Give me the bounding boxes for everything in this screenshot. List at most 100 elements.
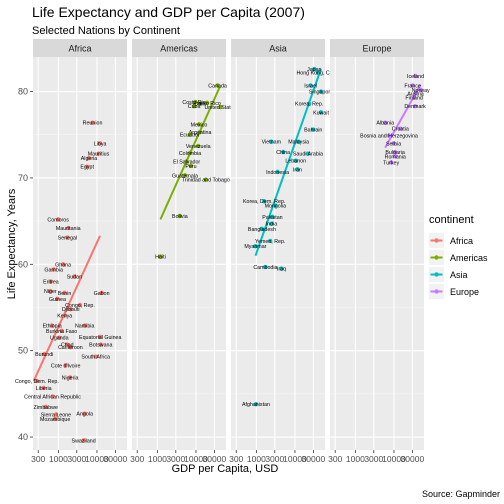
data-point [253, 243, 258, 249]
data-point [281, 149, 286, 155]
data-point [60, 262, 66, 267]
data-point [253, 402, 259, 407]
data-point [218, 104, 223, 110]
data-point [197, 129, 203, 135]
x-tick-label: 3000 [67, 454, 86, 464]
point-label: Iraq [277, 267, 286, 273]
data-point [82, 411, 87, 416]
point-label: Benin [58, 291, 72, 297]
data-point [393, 154, 398, 159]
data-point [270, 214, 275, 219]
point-label: Pakistan [262, 215, 282, 221]
point-label: Guatemala [172, 173, 198, 179]
legend: continent Africa Americas Asia Europe [429, 214, 488, 299]
point-label: Chad [61, 343, 74, 349]
data-point [398, 126, 403, 131]
trend-line [254, 68, 322, 256]
y-axis-label: Life Expectancy, Years [6, 188, 18, 299]
data-point [68, 345, 73, 350]
point-label: Lebanon [285, 159, 306, 165]
data-point [77, 302, 83, 308]
point-label: Singapore [309, 90, 333, 96]
point-label: Botswana [89, 343, 112, 349]
point-label: Argentina [189, 130, 212, 136]
point-label: Israel [304, 84, 317, 90]
point-label: Serbia [386, 141, 401, 147]
point-label: Ecuador [180, 133, 200, 139]
data-point [215, 83, 220, 88]
point-label: Swaziland [72, 438, 96, 444]
data-point [63, 363, 68, 368]
point-label: Albania [376, 121, 394, 127]
x-tick-label: 300 [229, 454, 243, 464]
x-tick-label: 30000 [203, 454, 227, 464]
data-point [315, 70, 321, 75]
data-point [411, 95, 417, 100]
x-tick-label: 1000 [247, 454, 266, 464]
data-point [193, 99, 198, 105]
point-label: Chile [195, 102, 207, 108]
point-label: Canada [208, 84, 227, 90]
point-label: Mauritius [88, 152, 110, 158]
legend-entry-asia: Asia [450, 270, 468, 280]
x-tick-label: 10000 [382, 454, 406, 464]
panel-background [330, 57, 424, 450]
data-point [86, 155, 92, 161]
point-label: Cote d'Ivoire [51, 363, 81, 369]
point-label: Burkina Faso [46, 329, 77, 335]
point-label: Mozambique [40, 417, 70, 423]
data-point [82, 323, 87, 328]
point-label: Finland [405, 96, 422, 102]
data-point [65, 342, 70, 347]
point-label: Iran [293, 167, 302, 173]
data-point [383, 120, 388, 125]
data-point [49, 323, 55, 328]
data-point [413, 73, 418, 79]
data-point [392, 149, 398, 155]
data-point [59, 328, 64, 334]
point-label: Croatia [392, 127, 409, 133]
point-label: Reunion [83, 121, 103, 127]
point-label: Austria [407, 91, 424, 97]
point-label: Cameroon [58, 345, 83, 351]
data-point [177, 213, 183, 219]
point-label: Djibouti [62, 307, 80, 313]
point-label: Afghanistan [242, 402, 270, 408]
data-point [62, 290, 67, 295]
point-label: Ghana [55, 262, 71, 268]
x-tick-label: 3000 [166, 454, 185, 464]
data-point [273, 203, 278, 208]
point-label: Trinidad and Tobago [182, 178, 230, 184]
data-point [84, 164, 90, 169]
point-label: Bolivia [172, 214, 188, 220]
legend-entry-europe: Europe [450, 287, 479, 297]
x-axis-label: GDP per Capita, USD [172, 463, 279, 475]
point-label: India [266, 222, 278, 228]
facet-strip-label: Americas [160, 44, 198, 54]
point-label: Eritrea [43, 280, 59, 286]
point-label: Bahrain [304, 128, 322, 134]
x-tick-label: 1000 [49, 454, 68, 464]
data-point [267, 238, 273, 244]
data-point [184, 159, 189, 164]
point-label: Denmark [404, 104, 426, 110]
point-label: Central African Republic [24, 394, 81, 400]
point-label: Costa Rica [182, 100, 208, 106]
point-label: Gabon [94, 291, 110, 297]
data-point [99, 290, 104, 295]
point-label: Sierra Leone [41, 413, 71, 419]
trend-line [32, 235, 101, 382]
point-label: Yemen, Rep. [255, 239, 285, 245]
data-point [418, 87, 423, 93]
point-label: El Salvador [173, 160, 200, 166]
x-tick-label: 10000 [283, 454, 307, 464]
point-label: South Africa [81, 355, 110, 361]
data-point [97, 141, 103, 146]
data-point [187, 132, 192, 137]
panel-background [231, 57, 325, 450]
data-point [296, 139, 301, 144]
data-point [318, 89, 324, 94]
